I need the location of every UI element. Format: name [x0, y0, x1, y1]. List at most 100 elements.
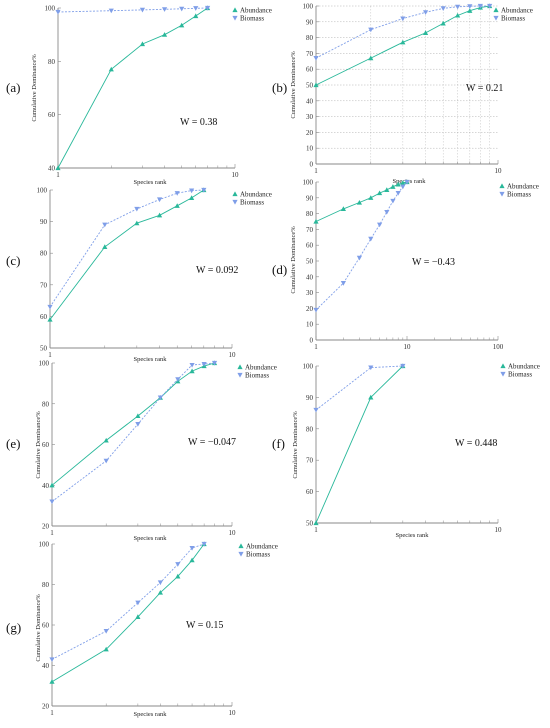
- biomass-point: [201, 541, 207, 547]
- abundance-point: [157, 590, 163, 595]
- biomass-point: [395, 190, 401, 196]
- biomass-point: [103, 628, 109, 634]
- legend-label: Abundance: [240, 7, 272, 15]
- y-tick-label: 90: [306, 18, 314, 26]
- legend-marker: [232, 7, 238, 13]
- biomass-point: [201, 187, 207, 193]
- y-tick-label: 40: [42, 662, 50, 670]
- y-tick-label: 80: [42, 400, 50, 408]
- biomass-point: [102, 222, 108, 228]
- y-tick-label: 60: [306, 488, 314, 496]
- abundance-point: [139, 41, 146, 47]
- x-tick-label: 1: [314, 343, 318, 351]
- x-tick-label: 1: [56, 171, 60, 179]
- y-tick-label: 70: [306, 50, 314, 58]
- legend-marker: [232, 191, 238, 197]
- abundance-point: [47, 316, 53, 322]
- y-tick-label: 50: [306, 82, 314, 90]
- biomass-point: [422, 10, 429, 15]
- x-tick-label: 1: [50, 709, 54, 717]
- legend-label: Biomass: [246, 551, 270, 559]
- x-axis-label: Species rank: [395, 532, 429, 539]
- x-tick-label: 10: [404, 343, 412, 351]
- panel-label: (d): [272, 262, 287, 277]
- abundance-point: [340, 206, 346, 211]
- biomass-point: [368, 365, 374, 371]
- x-tick-label: 1: [50, 529, 54, 537]
- abundance-point: [135, 413, 141, 419]
- y-tick-label: 100: [45, 5, 56, 13]
- x-tick-label: 10: [229, 351, 237, 359]
- y-tick-label: 80: [306, 425, 314, 433]
- y-tick-label: 10: [306, 321, 314, 329]
- legend-marker: [238, 543, 244, 549]
- biomass-line: [315, 365, 403, 411]
- biomass-point: [189, 545, 195, 551]
- abundance-point: [395, 181, 401, 187]
- legend-label: Abundance: [508, 363, 540, 371]
- y-axis-label: Cumulative Dominance%: [31, 54, 38, 122]
- x-axis-label: Species rank: [133, 711, 167, 718]
- abundance-point: [455, 12, 461, 18]
- y-tick-label: 80: [48, 58, 56, 66]
- legend-marker: [237, 364, 243, 370]
- abundance-point: [440, 20, 446, 26]
- y-tick-label: 70: [306, 226, 314, 234]
- w-statistic: W = −0.047: [188, 437, 236, 448]
- biomass-point: [377, 222, 383, 228]
- abundance-point: [313, 520, 319, 526]
- biomass-point: [313, 307, 319, 313]
- biomass-point: [189, 188, 195, 194]
- legend-marker: [232, 199, 238, 205]
- abundance-point: [400, 39, 406, 45]
- y-tick-label: 40: [48, 165, 56, 173]
- x-axis-label: Species rank: [133, 535, 167, 542]
- y-tick-label: 60: [306, 66, 314, 74]
- panel-d: 1 10 100 0 10 20 30 40 50 60 70 80 90 100 Cumulative D…: [272, 179, 539, 352]
- abundance-point: [103, 437, 109, 443]
- x-tick-label: 10: [229, 529, 237, 537]
- legend-label: Abundance: [245, 364, 277, 372]
- abundance-point: [356, 199, 363, 205]
- abundance-point: [103, 646, 109, 652]
- x-tick-label: 1: [314, 526, 318, 534]
- x-tick-label: 10: [232, 171, 240, 179]
- w-statistic: W = 0.092: [196, 265, 238, 276]
- y-tick-label: 40: [42, 482, 50, 490]
- legend-label: Biomass: [508, 371, 532, 379]
- biomass-point: [404, 179, 410, 185]
- y-tick-label: 20: [306, 305, 314, 313]
- biomass-point: [340, 281, 346, 286]
- y-tick-label: 90: [306, 194, 314, 202]
- legend-label: Biomass: [245, 372, 269, 380]
- panel-f: 1 10 50 60 70 80 90 100 Species rank Cumulative D…: [272, 363, 540, 540]
- legend-marker: [499, 191, 505, 197]
- abundance-point: [179, 22, 185, 28]
- biomass-point: [201, 361, 207, 367]
- x-tick-label: 1: [48, 351, 52, 359]
- biomass-line: [57, 7, 208, 13]
- x-tick-label: 1: [314, 167, 318, 175]
- biomass-point: [487, 3, 493, 9]
- abundance-point: [368, 55, 374, 61]
- y-tick-label: 10: [306, 145, 314, 153]
- abundance-line: [315, 365, 404, 524]
- abundance-point: [55, 165, 61, 171]
- y-tick-label: 60: [42, 441, 50, 449]
- biomass-point: [49, 657, 55, 663]
- biomass-point: [157, 580, 163, 586]
- biomass-point: [400, 363, 406, 369]
- y-axis-label: Cumulative Dominance%: [290, 51, 297, 119]
- abundance-point: [175, 573, 181, 579]
- y-tick-label: 40: [306, 273, 314, 281]
- x-axis-label: Species rank: [133, 356, 167, 363]
- y-tick-label: 30: [306, 113, 314, 121]
- abundance-point: [368, 195, 374, 200]
- w-statistic: W = −0.43: [412, 257, 455, 268]
- biomass-line: [315, 181, 408, 311]
- w-statistic: W = 0.15: [186, 620, 223, 631]
- y-axis-label: Cumulative Dominance%: [35, 411, 42, 479]
- abundance-point: [368, 394, 374, 400]
